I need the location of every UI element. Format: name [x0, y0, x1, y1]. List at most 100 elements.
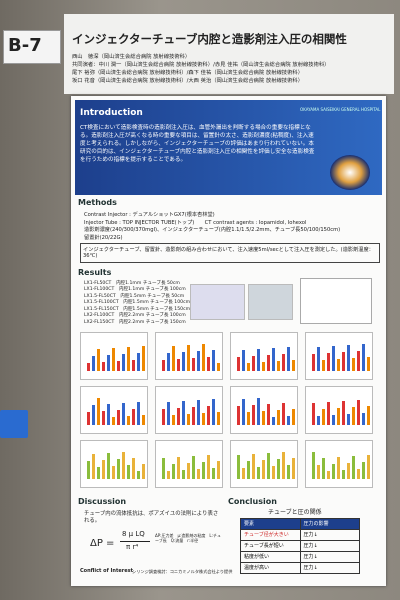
thumb-bar: [127, 416, 130, 425]
thumb-bar: [272, 466, 275, 479]
thumb-bar: [177, 457, 180, 479]
thumb-bar: [97, 467, 100, 479]
method-line: 留置針(20/22G): [84, 234, 123, 241]
thumb-bar: [277, 410, 280, 425]
thumb-bar: [107, 453, 110, 479]
thumb-bar: [247, 412, 250, 425]
intro-image: [330, 155, 370, 190]
authors: 西山 徳深（岡山済生会総合病院 放射線技術科） 共同演者：中川 潤一（岡山済生会総…: [72, 54, 392, 86]
panel-id: B-7: [8, 35, 42, 56]
result-item: LX1.5-FL100CT 内腔1.5mm チューブ長 100cm: [84, 300, 191, 306]
thumb-bar: [207, 357, 210, 371]
result-item: LX1.5-FL50CT 内腔1.5mm チューブ長 50cm: [84, 293, 185, 299]
thumb-bar: [167, 471, 170, 479]
thumb-bar: [172, 464, 175, 479]
thumb-bar: [317, 465, 320, 479]
thumb-bar: [207, 406, 210, 425]
thumb-bar: [362, 462, 365, 479]
thumb-bar: [142, 415, 145, 425]
thumb-bar: [197, 400, 200, 425]
author-line: 西山 徳深（岡山済生会総合病院 放射線技術科）: [72, 54, 191, 60]
table-cell: 圧力↓: [299, 541, 360, 551]
thumb-bar: [312, 354, 315, 371]
thumb-bar: [137, 402, 140, 425]
thumb-bar: [212, 350, 215, 371]
thumb-bar: [257, 467, 260, 479]
thumb-bar: [237, 406, 240, 425]
thumb-bar: [327, 402, 330, 425]
thumb-bar: [287, 347, 290, 371]
thumb-bar: [332, 415, 335, 425]
thumb-bar: [257, 398, 260, 425]
thumb-bar: [132, 360, 135, 371]
thumb-chart: [80, 332, 148, 380]
thumb-bar: [352, 407, 355, 425]
method-line: 造影剤濃度(240/300/370mgI)、インジェクターチューブ(内腔1.1/…: [84, 227, 341, 234]
thumb-bar: [187, 463, 190, 479]
thumb-bar: [162, 409, 165, 425]
thumb-bar: [242, 468, 245, 479]
thumb-bar: [87, 461, 90, 479]
line-chart: [300, 278, 372, 324]
thumb-bar: [337, 408, 340, 425]
table-cell: チューブ長が短い: [244, 543, 284, 549]
thumb-bar: [347, 414, 350, 425]
title: インジェクターチューブ内腔と造影剤注入圧の相関性: [72, 32, 347, 46]
thumb-bar: [352, 456, 355, 479]
thumb-bar: [207, 455, 210, 479]
table-cell: 圧力の影響: [299, 519, 360, 529]
method-line: Contrast Injector : デュアルショットGX7(根本杏林堂): [84, 212, 215, 218]
results-heading: Results: [78, 268, 112, 277]
thumb-bar: [192, 407, 195, 425]
thumb-bar: [267, 355, 270, 371]
formula-legend: ΔP:圧力差 μ:造影剤の粘度 L:チューブ長 Q:流量 r:半径: [155, 533, 221, 543]
result-item: LX1-FL50CT 内腔1.1mm チューブ長 50cm: [84, 281, 180, 286]
thumb-bar: [247, 461, 250, 479]
thumb-chart: [230, 386, 298, 434]
thumb-bar: [167, 353, 170, 371]
thumb-bar: [262, 362, 265, 371]
thumb-bar: [97, 349, 100, 371]
thumb-bar: [267, 453, 270, 479]
thumb-bar: [182, 470, 185, 479]
thumb-bar: [122, 452, 125, 479]
thumb-bar: [117, 361, 120, 371]
thumb-chart: [155, 332, 223, 380]
result-item: LX1-FL100CT 内腔1.1mm チューブ長 100cm: [84, 287, 186, 293]
formula-num: 8 μ LQ: [122, 530, 145, 538]
thumb-bar: [212, 468, 215, 479]
thumb-bar: [87, 412, 90, 425]
result-item: LX1.5-FL150CT 内腔1.5mm チューブ長 150cm: [84, 306, 191, 312]
thumb-bar: [277, 361, 280, 371]
thumb-chart: [230, 440, 298, 488]
thumb-bar: [162, 458, 165, 479]
methods-box: インジェクターチューブ、留置針、造影剤の組み合わせにおいて、注入速度5ml/se…: [80, 243, 380, 263]
results-list: LX1-FL50CT 内腔1.1mm チューブ長 50cm LX1-FL100CT…: [84, 281, 194, 326]
intro-heading: Introduction: [80, 108, 143, 118]
intro-text: CT検査において造影検査時の造影剤注入圧は、血管外漏出を判断する場合の重要な指標…: [80, 125, 315, 164]
thumb-bar: [112, 417, 115, 425]
thumb-bar: [262, 411, 265, 425]
thumb-bar: [352, 358, 355, 371]
conclusion-caption: チューブと圧の関係: [268, 509, 322, 516]
thumb-bar: [177, 359, 180, 371]
thumb-bar: [132, 409, 135, 425]
table-cell: 圧力↓: [299, 530, 360, 540]
thumb-bar: [357, 351, 360, 371]
author-line: 尾下 裕弥（岡山済生会総合病院 放射線技術科）/森下 佳祐（岡山済生会総合病院 …: [72, 69, 303, 76]
thumb-bar: [182, 352, 185, 371]
thumb-bar: [187, 345, 190, 371]
table-row: チューブ長が短い 圧力↓: [240, 541, 360, 552]
table-cell: 粘度が低い: [244, 554, 270, 560]
thumb-bar: [257, 349, 260, 371]
thumb-bar: [237, 455, 240, 479]
author-line: 坂口 花音（岡山済生会総合病院 放射線技術科）/大西 英治（岡山済生会総合病院 …: [72, 77, 303, 84]
result-item: LX2-FL150CT 内腔2.2mm チューブ長 150cm: [84, 319, 186, 325]
thumb-bar: [367, 357, 370, 371]
methods-heading: Methods: [78, 198, 117, 207]
thumb-bar: [202, 462, 205, 479]
thumb-bar: [127, 465, 130, 479]
thumb-bar: [202, 344, 205, 371]
thumb-bar: [217, 363, 220, 371]
